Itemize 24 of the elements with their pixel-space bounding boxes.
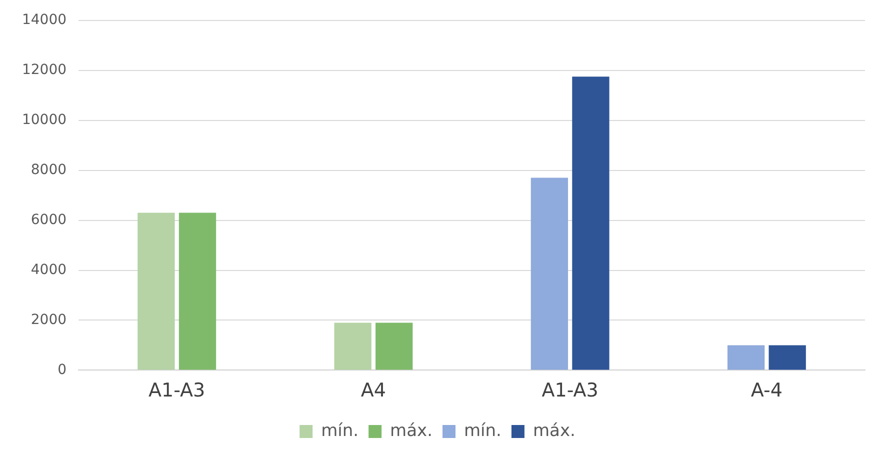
x-tick-label: A4 bbox=[360, 380, 386, 402]
y-tick-label: 12000 bbox=[22, 62, 67, 78]
y-tick-label: 6000 bbox=[30, 212, 67, 228]
legend-label: máx. bbox=[390, 420, 433, 441]
bar bbox=[530, 178, 568, 370]
bar bbox=[138, 212, 175, 370]
x-tick-label: A1-A3 bbox=[542, 380, 598, 402]
y-tick-label: 4000 bbox=[30, 262, 67, 278]
bar bbox=[727, 345, 765, 370]
x-tick-label: A-4 bbox=[750, 380, 782, 402]
bar bbox=[376, 322, 413, 370]
y-tick-label: 2000 bbox=[30, 312, 67, 328]
bar bbox=[178, 212, 216, 370]
legend-label: mín. bbox=[321, 420, 359, 441]
y-tick-label: 0 bbox=[58, 362, 67, 378]
bar bbox=[572, 76, 610, 370]
y-tick-label: 8000 bbox=[30, 162, 67, 178]
bar bbox=[334, 322, 372, 370]
bar bbox=[768, 345, 806, 370]
legend-label: mín. bbox=[464, 420, 502, 441]
y-tick-label: 14000 bbox=[22, 12, 67, 28]
legend-label: máx. bbox=[532, 420, 576, 441]
x-tick-label: A1-A3 bbox=[148, 380, 206, 402]
y-tick-label: 10000 bbox=[22, 112, 67, 128]
